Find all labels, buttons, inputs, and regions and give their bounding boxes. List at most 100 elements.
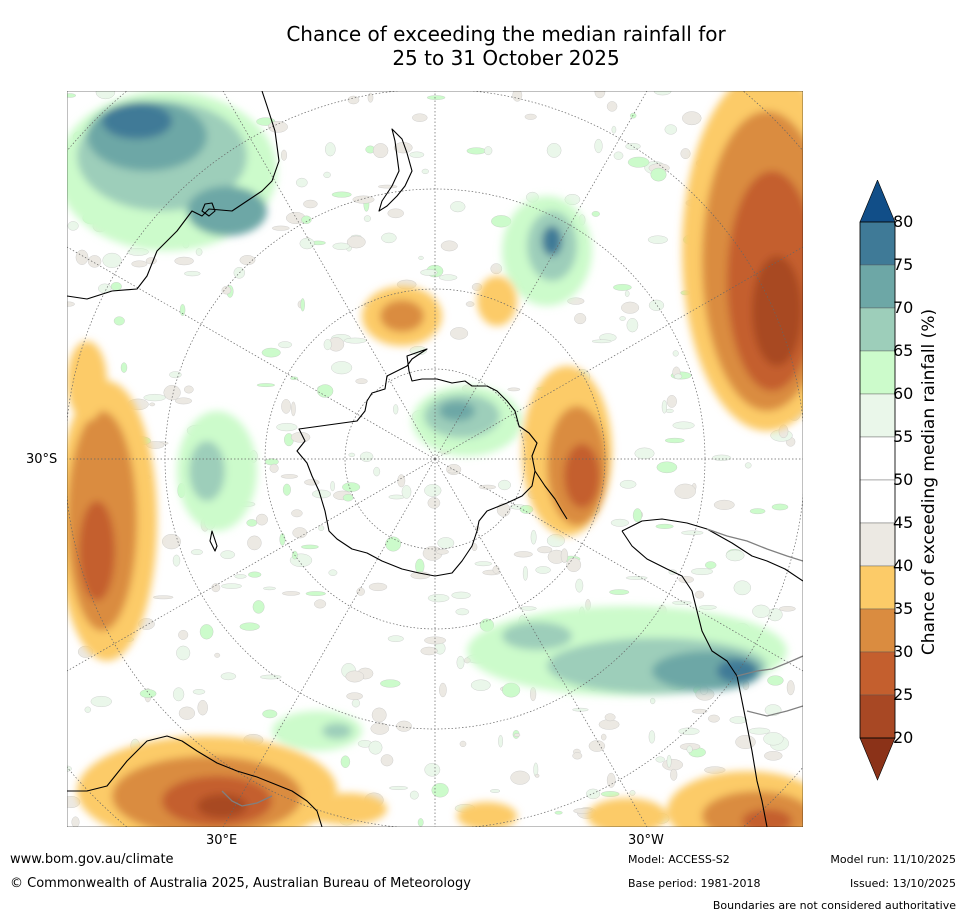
speckle-blob: [380, 754, 394, 767]
colorbar-band-35-40: [859, 565, 896, 610]
speckle-blob: [305, 591, 326, 596]
speckle-blob: [162, 534, 181, 550]
speckle-blob: [744, 462, 752, 469]
speckle-blob: [415, 558, 425, 574]
speckle-blob: [348, 452, 356, 457]
speckle-blob: [661, 400, 667, 414]
speckle-blob: [666, 395, 677, 408]
map-canvas: [67, 91, 803, 827]
speckle-blob: [447, 469, 458, 474]
speckle-blob: [680, 148, 691, 159]
speckle-blob: [267, 121, 288, 133]
speckle-blob: [439, 682, 447, 698]
speckle-blob: [389, 786, 408, 790]
speckle-blob: [330, 481, 335, 492]
speckle-blob: [370, 722, 390, 735]
speckle-blob: [564, 194, 581, 205]
speckle-blob: [749, 508, 766, 515]
colorbar-band-above-80: [859, 180, 896, 223]
colorbar-tick-70: 70: [893, 298, 914, 317]
speckle-blob: [269, 463, 279, 473]
speckle-blob: [323, 171, 331, 178]
speckle-blob: [519, 505, 534, 514]
dry-region-southern-africa: [77, 736, 337, 827]
colorbar-band-55-60: [859, 393, 896, 438]
antarctica-coast: [296, 348, 538, 577]
speckle-blob: [264, 458, 279, 466]
speckle-blob: [427, 497, 441, 509]
speckle-blob: [786, 680, 795, 696]
speckle-blob: [381, 232, 397, 244]
speckle-blob: [492, 565, 500, 574]
speckle-blob: [256, 383, 275, 387]
speckle-blob: [678, 727, 700, 735]
speckle-blob: [619, 316, 626, 321]
speckle-blob: [670, 768, 678, 781]
speckle-blob: [748, 727, 771, 735]
speckle-blob: [131, 260, 148, 268]
speckle-blob: [359, 451, 374, 462]
colorbar-band-20-25: [859, 694, 896, 739]
speckle-blob: [263, 586, 276, 591]
speckle-blob: [450, 327, 469, 340]
graticule: [67, 91, 803, 827]
speckle-blob: [296, 177, 308, 188]
speckle-blob: [332, 242, 350, 250]
speckle-blob: [513, 551, 533, 558]
speckle-blob: [535, 566, 551, 574]
colorbar-band-60-65: [859, 350, 896, 395]
speckle-blob: [67, 221, 79, 231]
speckle-blob: [278, 341, 292, 349]
footer-copyright: © Commonwealth of Australia 2025, Austra…: [10, 876, 471, 891]
speckle-blob: [255, 513, 268, 526]
speckle-blob: [368, 740, 383, 755]
speckle-blob: [372, 143, 389, 158]
speckle-blob: [368, 582, 388, 591]
footer-model: Model: ACCESS-S2: [628, 853, 730, 866]
speckle-blob: [90, 696, 112, 707]
speckle-blob: [328, 569, 338, 576]
speckle-blob: [211, 583, 221, 593]
colorbar-tick-50: 50: [893, 470, 914, 489]
speckle-blob: [456, 655, 465, 670]
south-america-coast: [621, 518, 803, 827]
speckle-blob: [574, 313, 587, 325]
speckle-blob: [239, 622, 260, 631]
country-borders: [221, 528, 803, 807]
speckle-blob: [380, 679, 401, 688]
speckle-blob: [512, 91, 523, 102]
speckle-blob: [498, 735, 503, 748]
antarctic-peninsula: [534, 470, 568, 520]
speckle-blob: [344, 337, 367, 344]
speckle-blob: [752, 604, 770, 618]
speckle-blob: [190, 549, 203, 555]
footer-website: www.bom.gov.au/climate: [10, 852, 174, 867]
speckle-blob: [496, 503, 511, 517]
speckle-blob: [409, 151, 425, 158]
speckle-blob: [431, 783, 449, 798]
speckle-blob: [412, 113, 428, 122]
colorbar-band-50-55: [859, 436, 896, 481]
speckle-blob: [609, 589, 630, 595]
speckle-blob: [474, 561, 492, 567]
speckle-blob: [682, 111, 702, 126]
speckle-blob: [387, 208, 404, 219]
speckle-blob: [662, 759, 683, 771]
colorbar-tick-35: 35: [893, 599, 914, 618]
colorbar-band-40-45: [859, 522, 896, 567]
speckle-blob: [192, 689, 206, 695]
speckle-blob: [67, 93, 76, 98]
speckle-blob: [767, 675, 784, 686]
speckle-blob: [145, 257, 157, 265]
speckle-blob: [220, 672, 237, 681]
colorbar-band-70-75: [859, 264, 896, 309]
speckle-blob: [371, 707, 387, 723]
speckle-blob: [629, 790, 636, 796]
footer-disclaimer: Boundaries are not considered authoritat…: [712, 899, 956, 912]
speckle-blob: [304, 479, 320, 486]
speckle-blob: [71, 816, 80, 827]
speckle-blob: [214, 652, 221, 658]
speckle-blob: [708, 714, 720, 723]
longitude-label-30e: 30°E: [206, 833, 238, 848]
speckle-blob: [650, 697, 656, 705]
